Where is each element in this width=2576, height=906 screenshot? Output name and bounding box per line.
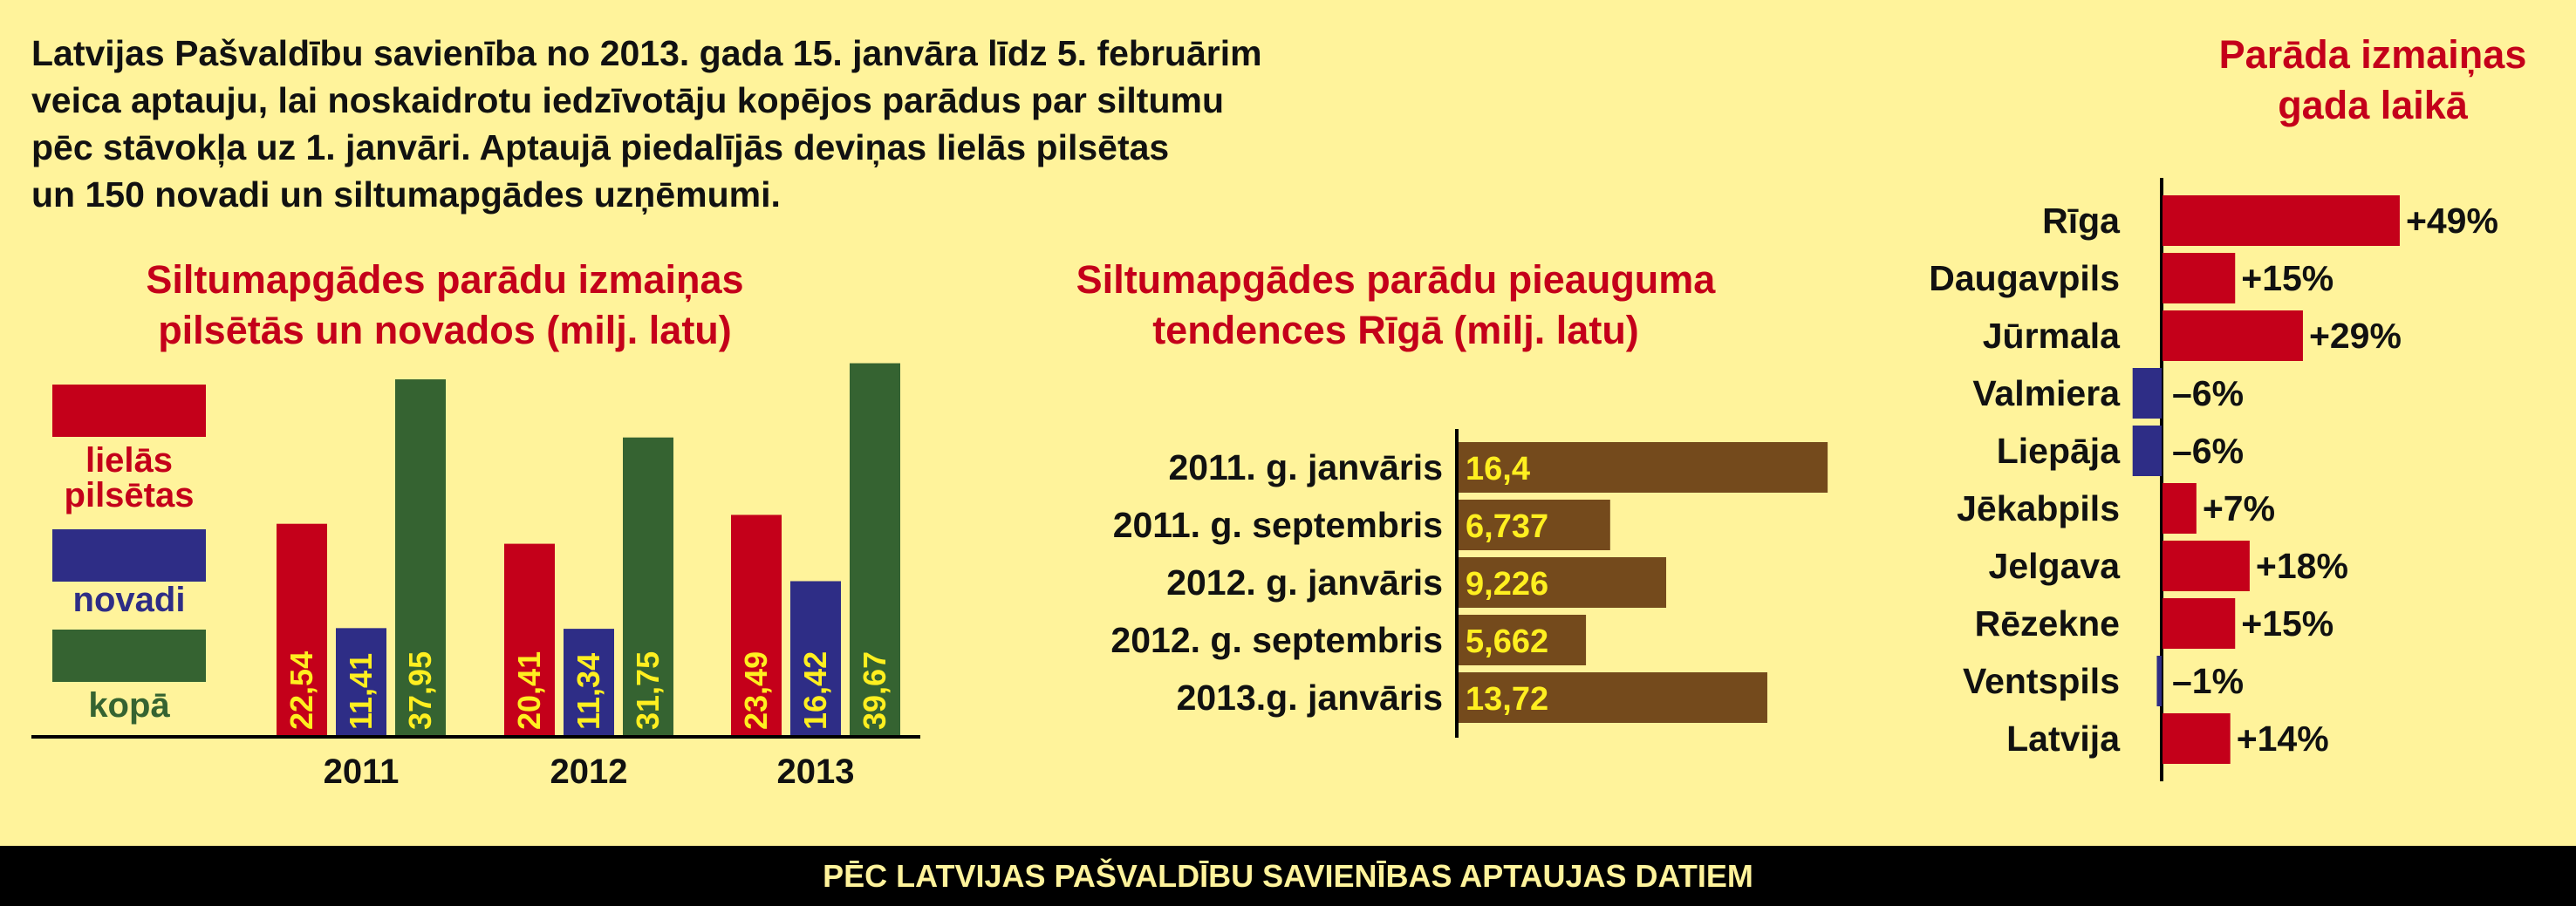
chart3-value-label: +29% bbox=[2309, 316, 2402, 356]
chart2-category-label: 2011. g. janvāris bbox=[1168, 447, 1443, 487]
chart1-category-label: 2013 bbox=[777, 753, 855, 791]
chart1-legend-label: novadi bbox=[73, 581, 186, 619]
chart1-bar bbox=[731, 514, 782, 735]
chart1-bar bbox=[850, 363, 900, 735]
chart1-category-label: 2012 bbox=[550, 753, 628, 791]
intro-text: Latvijas Pašvaldību savienība no 2013. g… bbox=[31, 30, 1619, 218]
chart2-bar-label: 16,4 bbox=[1466, 451, 1530, 487]
chart2-bar bbox=[1459, 442, 1828, 493]
chart2-bar-label: 5,662 bbox=[1466, 623, 1548, 660]
chart3-category-label: Jelgava bbox=[1989, 546, 2122, 586]
chart3-bar bbox=[2132, 368, 2162, 419]
chart1-bar-label: 22,54 bbox=[284, 651, 319, 730]
chart3-value-label: +15% bbox=[2241, 603, 2333, 644]
chart3-bar bbox=[2163, 310, 2303, 361]
chart1-bar bbox=[336, 628, 386, 735]
chart1-legend-label: kopā bbox=[88, 686, 170, 725]
chart1-bar bbox=[277, 523, 327, 735]
chart3-title: Parāda izmaiņas gada laikā bbox=[1893, 30, 2576, 131]
chart3-category-label: Liepāja bbox=[1997, 431, 2121, 471]
chart1-legend-swatch bbox=[52, 529, 206, 582]
chart3-bar bbox=[2156, 656, 2162, 706]
chart3-bar bbox=[2163, 598, 2236, 649]
chart3-value-label: +15% bbox=[2241, 258, 2333, 298]
chart3-value-label: –6% bbox=[2172, 431, 2244, 471]
chart2-bar-label: 9,226 bbox=[1466, 566, 1548, 603]
chart3-category-label: Valmiera bbox=[1972, 373, 2121, 413]
chart1-legend-swatch bbox=[52, 385, 206, 437]
chart1-bar bbox=[504, 543, 555, 735]
chart3-category-label: Daugavpils bbox=[1929, 258, 2120, 298]
chart3-category-label: Rīga bbox=[2042, 201, 2121, 241]
chart3-value-label: +18% bbox=[2256, 546, 2348, 586]
chart3-bar bbox=[2163, 713, 2231, 764]
chart3-bar bbox=[2132, 426, 2162, 476]
chart1-bar-label: 11,41 bbox=[343, 653, 379, 730]
chart3-category-label: Ventspils bbox=[1963, 661, 2120, 701]
chart1-bar bbox=[564, 629, 614, 735]
chart1-bar-label: 20,41 bbox=[511, 651, 547, 730]
chart1-title: Siltumapgādes parādu izmaiņas pilsētās u… bbox=[35, 255, 855, 356]
chart2-bar bbox=[1459, 672, 1767, 723]
chart2-bar-label: 13,72 bbox=[1466, 681, 1548, 718]
chart2-category-label: 2012. g. septembris bbox=[1110, 620, 1443, 660]
chart3-category-label: Rēzekne bbox=[1975, 603, 2120, 644]
chart1-bar bbox=[395, 379, 446, 735]
chart1-title-line: Siltumapgādes parādu izmaiņas bbox=[146, 257, 744, 302]
chart1-bar-label: 31,75 bbox=[630, 651, 666, 730]
chart1-bar bbox=[623, 437, 673, 735]
chart1-title-line: pilsētās un novados (milj. latu) bbox=[158, 308, 732, 352]
chart2-category-label: 2012. g. janvāris bbox=[1166, 562, 1443, 603]
chart1-legend-label: lielās bbox=[85, 441, 173, 480]
chart1-bar bbox=[790, 581, 841, 735]
chart2-bar bbox=[1459, 615, 1587, 665]
chart1-legend-swatch bbox=[52, 630, 206, 682]
intro-line: Latvijas Pašvaldību savienība no 2013. g… bbox=[31, 33, 1262, 73]
chart3-value-label: +49% bbox=[2406, 201, 2498, 241]
chart3-value-label: +7% bbox=[2203, 488, 2275, 528]
chart1-bar-label: 16,42 bbox=[797, 651, 833, 730]
source-footer: PĒC LATVIJAS PAŠVALDĪBU SAVIENĪBAS APTAU… bbox=[0, 846, 2576, 906]
intro-line: un 150 novadi un siltumapgādes uzņēmumi. bbox=[31, 174, 781, 215]
chart2-title-line: Siltumapgādes parādu pieauguma bbox=[1076, 257, 1716, 302]
intro-line: veica aptauju, lai noskaidrotu iedzīvotā… bbox=[31, 80, 1224, 120]
intro-line: pēc stāvokļa uz 1. janvāri. Aptaujā pied… bbox=[31, 127, 1170, 167]
chart1-bar-label: 39,67 bbox=[857, 651, 892, 730]
chart1-legend-label: pilsētas bbox=[65, 476, 195, 514]
chart1-bar-label: 37,95 bbox=[402, 651, 438, 730]
chart3-bar bbox=[2163, 195, 2400, 246]
chart2-bar bbox=[1459, 500, 1610, 550]
chart2-title-line: tendences Rīgā (milj. latu) bbox=[1152, 308, 1639, 352]
chart2-bar bbox=[1459, 557, 1667, 608]
chart3-value-label: –6% bbox=[2172, 373, 2244, 413]
chart3-title-line: Parāda izmaiņas bbox=[2218, 32, 2527, 77]
chart3-value-label: +14% bbox=[2237, 719, 2329, 759]
chart2-title: Siltumapgādes parādu pieauguma tendences… bbox=[986, 255, 1806, 356]
chart3-category-label: Jēkabpils bbox=[1957, 488, 2120, 528]
chart3-bar bbox=[2163, 541, 2250, 591]
chart2-category-label: 2011. g. septembris bbox=[1113, 505, 1443, 545]
chart3-category-label: Latvija bbox=[2006, 719, 2121, 759]
chart3-bar bbox=[2163, 253, 2236, 303]
chart3-category-label: Jūrmala bbox=[1983, 316, 2121, 356]
chart1-bar-label: 23,49 bbox=[738, 651, 774, 730]
chart2-bar-label: 6,737 bbox=[1466, 508, 1548, 545]
chart2-category-label: 2013.g. janvāris bbox=[1177, 678, 1443, 718]
chart3-bar bbox=[2163, 483, 2197, 534]
chart1-category-label: 2011 bbox=[324, 753, 400, 791]
chart3-value-label: –1% bbox=[2172, 661, 2244, 701]
chart1-bar-label: 11,34 bbox=[571, 653, 606, 730]
chart3-title-line: gada laikā bbox=[2278, 83, 2468, 127]
